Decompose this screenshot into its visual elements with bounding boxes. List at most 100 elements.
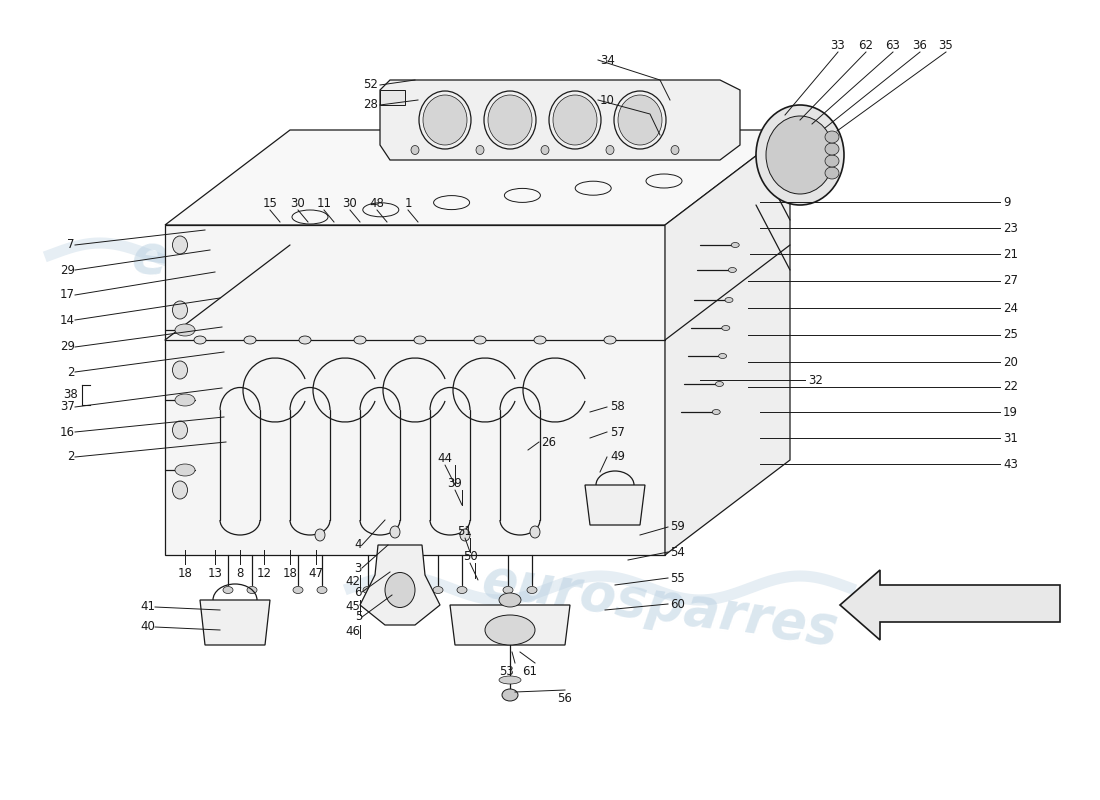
Text: 35: 35	[938, 39, 954, 52]
Polygon shape	[165, 225, 666, 555]
Ellipse shape	[503, 586, 513, 594]
Text: 57: 57	[610, 426, 625, 438]
Text: 52: 52	[363, 78, 378, 91]
Ellipse shape	[825, 143, 839, 155]
Text: 37: 37	[60, 401, 75, 414]
Ellipse shape	[722, 326, 729, 330]
Ellipse shape	[175, 394, 195, 406]
Polygon shape	[840, 570, 1060, 640]
Ellipse shape	[488, 95, 532, 145]
Ellipse shape	[499, 593, 521, 607]
Ellipse shape	[728, 267, 736, 273]
Text: 13: 13	[208, 567, 222, 580]
Ellipse shape	[173, 481, 187, 499]
Text: eurosparres: eurosparres	[129, 230, 492, 330]
Ellipse shape	[173, 361, 187, 379]
Text: 27: 27	[1003, 274, 1018, 287]
Ellipse shape	[433, 586, 443, 594]
Text: 11: 11	[317, 197, 331, 210]
Ellipse shape	[173, 301, 187, 319]
Text: 33: 33	[830, 39, 846, 52]
Ellipse shape	[293, 586, 303, 594]
Ellipse shape	[248, 586, 257, 594]
Polygon shape	[379, 90, 405, 105]
Text: 55: 55	[670, 571, 684, 585]
Text: 60: 60	[670, 598, 685, 610]
Text: 1: 1	[405, 197, 411, 210]
Text: 49: 49	[610, 450, 625, 463]
Text: 28: 28	[363, 98, 378, 111]
Text: 8: 8	[236, 567, 244, 580]
Text: 38: 38	[64, 389, 78, 402]
Text: 30: 30	[290, 197, 306, 210]
Text: 12: 12	[256, 567, 272, 580]
Ellipse shape	[424, 95, 468, 145]
Ellipse shape	[499, 676, 521, 684]
Text: 43: 43	[1003, 458, 1018, 470]
Ellipse shape	[604, 336, 616, 344]
Text: 24: 24	[1003, 302, 1018, 314]
Text: 36: 36	[913, 39, 927, 52]
Text: 15: 15	[263, 197, 277, 210]
Ellipse shape	[618, 95, 662, 145]
Text: 22: 22	[1003, 381, 1018, 394]
Text: 39: 39	[448, 477, 462, 490]
Ellipse shape	[825, 155, 839, 167]
Text: 29: 29	[60, 263, 75, 277]
Text: 23: 23	[1003, 222, 1018, 234]
Text: 3: 3	[354, 562, 362, 574]
Ellipse shape	[317, 586, 327, 594]
Polygon shape	[450, 605, 570, 645]
Ellipse shape	[553, 95, 597, 145]
Ellipse shape	[530, 526, 540, 538]
Text: 34: 34	[600, 54, 615, 66]
Text: 32: 32	[808, 374, 823, 386]
Ellipse shape	[460, 529, 470, 541]
Ellipse shape	[414, 336, 426, 344]
Ellipse shape	[485, 615, 535, 645]
Polygon shape	[360, 545, 440, 625]
Text: 51: 51	[458, 525, 472, 538]
Ellipse shape	[315, 529, 324, 541]
Text: 46: 46	[345, 625, 361, 638]
Ellipse shape	[363, 586, 373, 594]
Text: 2: 2	[67, 450, 75, 463]
Ellipse shape	[715, 382, 724, 386]
Text: 63: 63	[886, 39, 901, 52]
Ellipse shape	[527, 586, 537, 594]
Polygon shape	[165, 130, 790, 225]
Text: 48: 48	[370, 197, 384, 210]
Ellipse shape	[713, 410, 721, 414]
Ellipse shape	[175, 324, 195, 336]
Text: 44: 44	[438, 452, 452, 465]
Text: 16: 16	[60, 426, 75, 438]
Text: 45: 45	[345, 600, 361, 613]
Ellipse shape	[671, 146, 679, 154]
Text: 10: 10	[600, 94, 615, 106]
Ellipse shape	[534, 336, 546, 344]
Ellipse shape	[541, 146, 549, 154]
Text: 41: 41	[140, 601, 155, 614]
Text: 53: 53	[498, 665, 514, 678]
Text: 26: 26	[541, 435, 556, 449]
Ellipse shape	[173, 421, 187, 439]
Ellipse shape	[725, 298, 733, 302]
Ellipse shape	[756, 105, 844, 205]
Ellipse shape	[766, 116, 834, 194]
Text: 19: 19	[1003, 406, 1018, 418]
Ellipse shape	[825, 167, 839, 179]
Ellipse shape	[732, 242, 739, 247]
Ellipse shape	[718, 354, 727, 358]
Text: 29: 29	[60, 341, 75, 354]
Ellipse shape	[173, 236, 187, 254]
Text: 4: 4	[354, 538, 362, 551]
Text: 56: 56	[558, 692, 572, 705]
Ellipse shape	[194, 336, 206, 344]
Text: 58: 58	[610, 401, 625, 414]
Polygon shape	[585, 485, 645, 525]
Text: 61: 61	[522, 665, 538, 678]
Ellipse shape	[502, 689, 518, 701]
Text: 17: 17	[60, 289, 75, 302]
Text: 50: 50	[463, 550, 477, 563]
Polygon shape	[379, 80, 740, 160]
